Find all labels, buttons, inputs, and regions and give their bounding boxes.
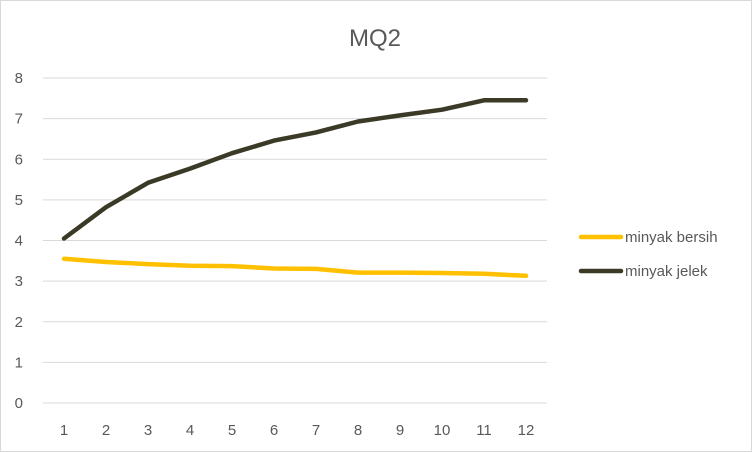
gridlines bbox=[43, 77, 547, 404]
legend: minyak bersih minyak jelek bbox=[578, 229, 718, 280]
x-axis-ticks: 1 2 3 4 5 6 7 8 9 10 11 12 bbox=[60, 422, 535, 439]
y-tick-label: 2 bbox=[15, 314, 23, 331]
x-tick-label: 6 bbox=[270, 422, 278, 439]
x-tick-label: 8 bbox=[354, 422, 362, 439]
x-tick-label: 3 bbox=[144, 422, 152, 439]
y-tick-label: 5 bbox=[15, 192, 23, 209]
x-tick-label: 4 bbox=[186, 422, 194, 439]
legend-label: minyak bersih bbox=[625, 229, 718, 246]
x-tick-label: 7 bbox=[312, 422, 320, 439]
x-tick-label: 10 bbox=[434, 422, 451, 439]
y-tick-label: 4 bbox=[15, 233, 23, 250]
chart-title: MQ2 bbox=[349, 25, 401, 52]
legend-label: minyak jelek bbox=[625, 263, 708, 280]
y-tick-label: 1 bbox=[15, 354, 23, 371]
y-tick-label: 6 bbox=[15, 151, 23, 168]
x-tick-label: 1 bbox=[60, 422, 68, 439]
series-lines bbox=[61, 98, 529, 279]
y-tick-label: 7 bbox=[15, 111, 23, 128]
x-tick-label: 9 bbox=[396, 422, 404, 439]
series-line-2 bbox=[61, 98, 529, 241]
y-tick-label: 8 bbox=[15, 70, 23, 87]
series-line-1 bbox=[61, 256, 529, 279]
x-tick-label: 5 bbox=[228, 422, 236, 439]
x-tick-label: 11 bbox=[476, 422, 492, 439]
x-tick-label: 12 bbox=[518, 422, 535, 439]
y-tick-label: 0 bbox=[15, 395, 23, 412]
y-axis-ticks: 0 1 2 3 4 5 6 7 8 bbox=[15, 70, 23, 412]
x-tick-label: 2 bbox=[102, 422, 110, 439]
y-tick-label: 3 bbox=[15, 273, 23, 290]
